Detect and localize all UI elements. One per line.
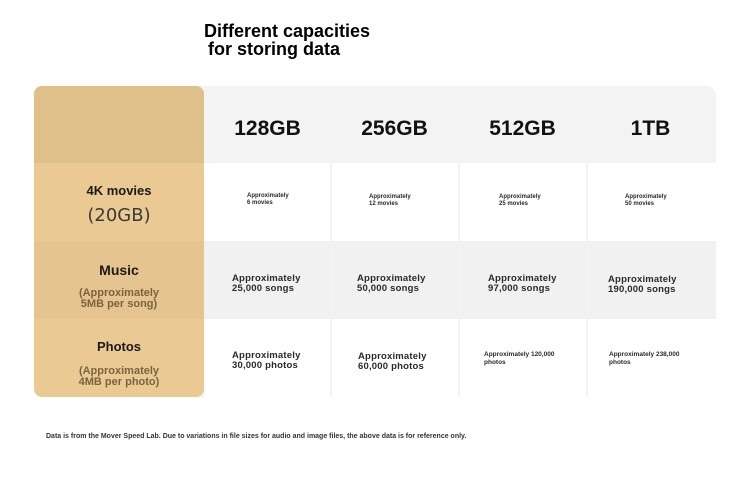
cell-value: Approximately 6 movies [247, 193, 289, 206]
footnote: Data is from the Mover Speed Lab. Due to… [46, 433, 467, 440]
page-title: Different capacities for storing data [204, 22, 464, 58]
row-label-photos: Photos (Approximately 4MB per photo) [34, 319, 204, 397]
row-band-movies [204, 163, 716, 241]
cell-value: Approximately 238,000 photos [609, 351, 680, 366]
cell-value: Approximately 60,000 photos [358, 351, 427, 372]
column-divider [458, 163, 460, 397]
cell-value: Approximately 25 movies [499, 194, 541, 207]
cell-value: Approximately 50,000 songs [357, 273, 426, 294]
column-header-256gb: 256GB [361, 117, 428, 140]
row-label-sub: (Approximately 5MB per song) [78, 287, 160, 310]
column-divider [330, 163, 332, 397]
row-label-music: Music (Approximately 5MB per song) [34, 241, 204, 319]
row-label-name: 4K movies [86, 183, 152, 198]
row-label-movies: 4K movies (20GB) [34, 163, 204, 241]
cell-value: Approximately 190,000 songs [608, 274, 677, 295]
cell-value: Approximately 12 movies [369, 194, 411, 207]
row-band-photos [204, 319, 716, 397]
column-divider [586, 163, 588, 397]
cell-value: Approximately 97,000 songs [488, 273, 557, 294]
row-label-name: Music [99, 262, 139, 278]
cell-value: Approximately 25,000 songs [232, 273, 301, 294]
row-label-name: Photos [96, 339, 142, 354]
column-header-128gb: 128GB [234, 117, 301, 140]
cell-value: Approximately 120,000 photos [484, 351, 555, 366]
column-header-1tb: 1TB [630, 117, 671, 140]
label-column-header [34, 86, 204, 163]
title-line-2: for storing data [208, 39, 341, 59]
title-line-1: Different capacities [204, 21, 371, 41]
cell-value: Approximately 50 movies [625, 194, 667, 207]
row-label-sub: (Approximately 4MB per photo) [78, 365, 160, 388]
column-header-512gb: 512GB [489, 117, 556, 140]
row-label-column: 4K movies (20GB) Music (Approximately 5M… [34, 86, 204, 397]
row-band-music [204, 241, 716, 319]
row-label-sub: (20GB) [87, 205, 151, 226]
cell-value: Approximately 30,000 photos [232, 350, 301, 371]
